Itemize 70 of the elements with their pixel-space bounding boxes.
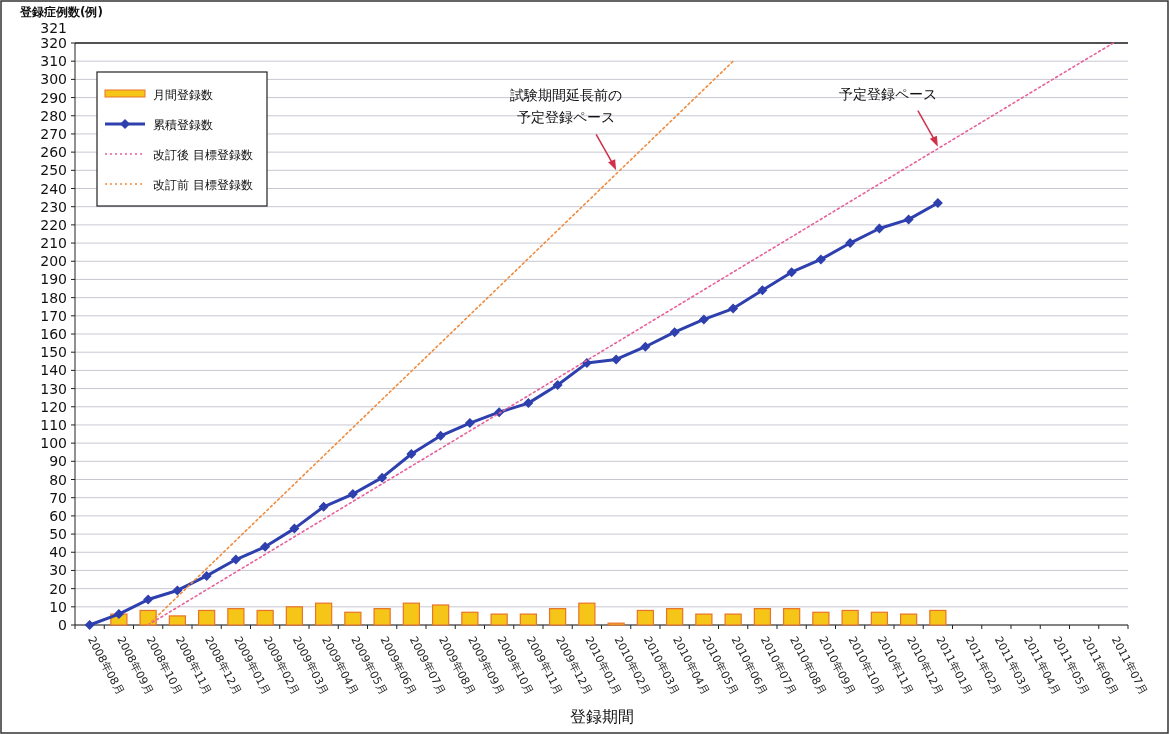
- y-tick-label: 20: [49, 580, 67, 597]
- point: [84, 620, 95, 630]
- point: [874, 223, 885, 234]
- y-tick-label: 230: [40, 198, 67, 215]
- point: [230, 554, 241, 565]
- point: [552, 379, 563, 390]
- y-tick-label: 80: [49, 471, 67, 488]
- y-tick-label: 100: [40, 435, 67, 452]
- y-tick-label: 30: [49, 562, 67, 579]
- point: [464, 418, 475, 429]
- point: [347, 489, 358, 500]
- y-tick-label: 0: [58, 617, 67, 633]
- point: [201, 570, 212, 581]
- y-axis-title: 登録症例数(例): [19, 5, 103, 19]
- y-tick-label: 130: [40, 380, 67, 397]
- point: [728, 303, 739, 314]
- y-tick-label: 220: [40, 216, 67, 233]
- point: [406, 449, 417, 460]
- y-tick-label: 160: [40, 326, 67, 342]
- y-tick-label: 60: [49, 507, 67, 524]
- point: [318, 501, 329, 512]
- y-tick-label: 290: [40, 89, 67, 106]
- x-axis-title: 登録期間: [569, 707, 634, 726]
- y-tick-label: 320: [40, 35, 67, 51]
- text: 321: [40, 20, 67, 36]
- y-tick-label: 210: [40, 235, 67, 252]
- y-tick-label: 190: [40, 271, 67, 288]
- point: [698, 314, 709, 325]
- point: [903, 214, 914, 225]
- y-tick-label: 310: [40, 53, 67, 70]
- y-tick-label: 40: [49, 544, 67, 561]
- point: [932, 198, 943, 209]
- y-tick-label: 270: [40, 125, 67, 142]
- y-tick-label: 120: [40, 398, 67, 415]
- point: [289, 523, 300, 534]
- line-series: [147, 60, 734, 626]
- y-tick-label: 110: [40, 416, 67, 433]
- legend-label: 累積登録数: [153, 118, 213, 132]
- point: [377, 472, 388, 483]
- y-tick-label: 280: [40, 107, 67, 124]
- y-tick-label: 10: [49, 598, 67, 615]
- y-tick-label: 260: [40, 144, 67, 161]
- point: [786, 267, 797, 278]
- y-tick-label: 140: [40, 362, 67, 379]
- point: [611, 354, 622, 365]
- legend-label: 改訂後 目標登録数: [153, 148, 253, 162]
- point: [172, 585, 183, 596]
- y-tick-label: 200: [40, 253, 67, 270]
- point: [757, 285, 768, 296]
- y-tick-label: 170: [40, 307, 67, 324]
- legend-label: 月間登録数: [153, 88, 213, 102]
- legend-label: 改訂前 目標登録数: [153, 178, 253, 192]
- point: [260, 541, 271, 552]
- y-tick-label: 70: [49, 489, 67, 506]
- y-tick-label: 50: [49, 526, 67, 543]
- point: [143, 594, 154, 605]
- point: [640, 341, 651, 352]
- y-tick-label: 90: [49, 453, 67, 470]
- y-tick-label: 150: [40, 344, 67, 361]
- point: [523, 398, 534, 409]
- y-tick-label: 300: [40, 71, 67, 88]
- y-tick-label: 180: [40, 289, 67, 306]
- point: [845, 238, 856, 249]
- point: [815, 254, 826, 265]
- annotation: 試験期間延長前の予定登録ペース: [510, 87, 623, 126]
- y-tick-label: 240: [40, 180, 67, 197]
- point: [435, 430, 446, 441]
- point: [669, 327, 680, 338]
- y-tick-label: 250: [40, 162, 67, 179]
- annotation: 予定登録ペース: [838, 85, 937, 102]
